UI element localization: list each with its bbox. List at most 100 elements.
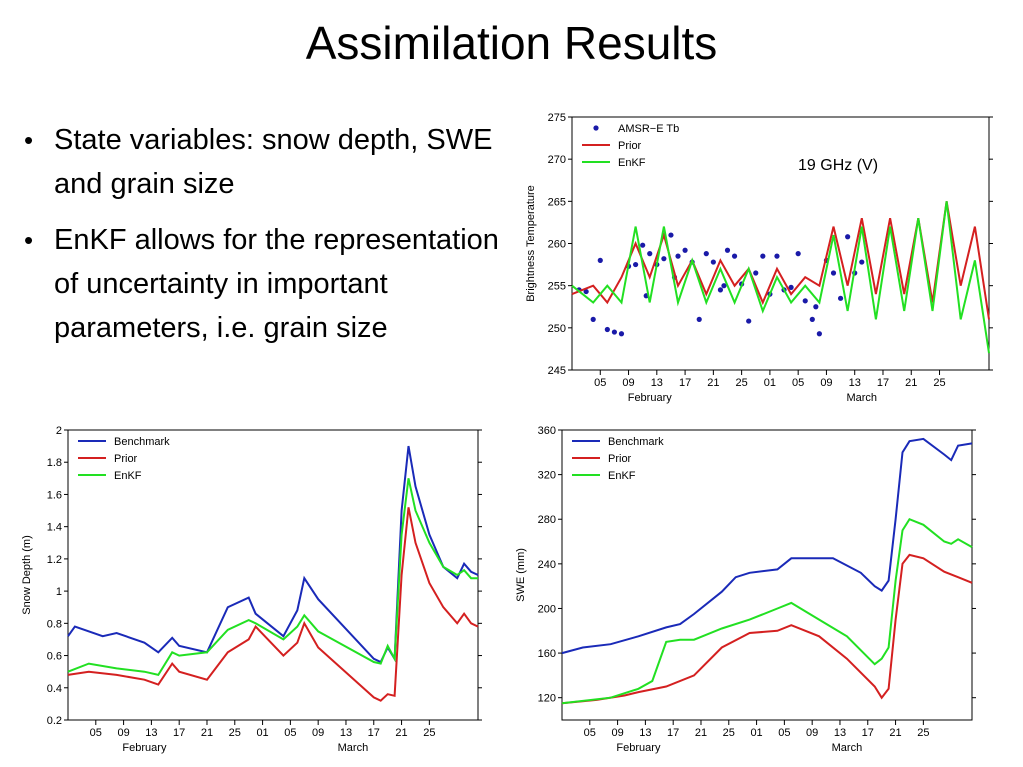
data-point (830, 270, 837, 276)
y-tick-label: 250 (548, 323, 566, 335)
y-tick-label: 275 (548, 112, 566, 124)
data-point (809, 316, 815, 322)
x-month-label: February (616, 742, 661, 754)
x-tick-label: 25 (736, 377, 748, 389)
y-axis-label: Snow Depth (m) (21, 535, 33, 614)
y-tick-label: 1.2 (47, 554, 62, 566)
x-tick-label: 25 (917, 727, 929, 739)
legend-label: Prior (608, 453, 632, 465)
series-line (67, 478, 478, 677)
x-tick-label: 21 (695, 727, 707, 739)
data-point (837, 295, 844, 301)
data-point (731, 253, 738, 259)
series-line (571, 201, 990, 354)
x-tick-label: 05 (90, 727, 102, 739)
x-tick-label: 17 (862, 727, 874, 739)
y-tick-label: 1.4 (47, 522, 62, 534)
data-point (640, 242, 646, 248)
y-tick-label: 200 (538, 603, 556, 615)
legend-label: Benchmark (114, 436, 170, 448)
legend-label: EnKF (618, 157, 646, 169)
x-tick-label: 25 (723, 727, 735, 739)
x-tick-label: 21 (395, 727, 407, 739)
x-tick-label: 17 (667, 727, 679, 739)
series-line (67, 507, 479, 702)
data-point (859, 259, 865, 265)
x-tick-label: 01 (750, 727, 762, 739)
data-point (590, 316, 596, 322)
x-month-label: February (628, 392, 673, 404)
data-point (788, 284, 794, 290)
legend-marker (593, 125, 599, 131)
y-tick-label: 1 (56, 586, 62, 598)
x-month-label: March (846, 392, 877, 404)
y-tick-label: 245 (548, 365, 566, 377)
data-point (760, 253, 766, 259)
data-point (802, 298, 808, 304)
x-tick-label: 17 (679, 377, 691, 389)
y-tick-label: 0.2 (47, 715, 62, 727)
x-tick-label: 13 (639, 727, 651, 739)
bullet-item: EnKF allows for the representation of un… (24, 218, 524, 350)
y-tick-label: 320 (538, 470, 556, 482)
data-point (618, 331, 625, 337)
x-tick-label: 09 (312, 727, 324, 739)
data-point (647, 251, 653, 257)
y-tick-label: 240 (538, 559, 556, 571)
x-tick-label: 21 (889, 727, 901, 739)
data-point (710, 259, 716, 265)
swe-chart: 120 160 200 240 280 320 360 05 09 13 17 21 25 01 05 09 1… (515, 425, 976, 754)
plot-frame (561, 429, 973, 721)
chart-annotation: 19 GHz (V) (798, 157, 878, 174)
x-tick-label: 05 (778, 727, 790, 739)
y-tick-label: 260 (548, 239, 566, 251)
y-tick-label: 255 (548, 281, 566, 293)
data-point (583, 288, 589, 295)
data-point (717, 287, 724, 293)
y-tick-label: 1.8 (47, 457, 62, 469)
y-tick-label: 280 (538, 514, 556, 526)
y-tick-label: 160 (538, 648, 556, 660)
y-axis-label: SWE (mm) (515, 548, 527, 602)
data-point (682, 247, 688, 253)
y-tick-label: 0.8 (47, 618, 62, 630)
legend-label: Prior (618, 140, 642, 152)
x-tick-label: 25 (933, 377, 945, 389)
data-point (661, 256, 667, 262)
x-tick-label: 25 (423, 727, 435, 739)
x-tick-label: 13 (651, 377, 663, 389)
data-point (746, 318, 752, 324)
bullet-item: State variables: snow depth, SWE and gra… (24, 118, 524, 206)
x-tick-label: 25 (229, 727, 241, 739)
legend-label: Benchmark (608, 436, 664, 448)
x-tick-label: 05 (584, 727, 596, 739)
x-tick-label: 17 (877, 377, 889, 389)
data-point (703, 251, 709, 257)
series-line (561, 437, 973, 655)
x-tick-label: 09 (611, 727, 623, 739)
y-axis-label: Brightness Temperature (525, 185, 537, 302)
legend-label: Prior (114, 453, 138, 465)
brightness-temperature-chart: 245 250 255 260 265 270 275 05 09 13 17 21 25 01 05 09 1… (525, 112, 993, 404)
x-tick-label: 21 (201, 727, 213, 739)
slide-title: Assimilation Results (305, 17, 718, 69)
x-tick-label: 01 (764, 377, 776, 389)
data-point (813, 304, 819, 310)
y-tick-label: 2 (56, 425, 62, 437)
data-point (633, 261, 639, 268)
x-tick-label: 17 (173, 727, 185, 739)
data-point (611, 329, 618, 335)
legend-label: AMSR−E Tb (618, 123, 679, 135)
x-tick-label: 09 (622, 377, 634, 389)
y-tick-label: 270 (548, 154, 566, 166)
data-point (604, 326, 610, 333)
x-month-label: March (338, 742, 369, 754)
x-tick-label: 21 (707, 377, 719, 389)
data-point (675, 253, 681, 259)
data-point (597, 257, 603, 263)
x-tick-label: 05 (284, 727, 296, 739)
legend-label: EnKF (608, 470, 636, 482)
y-tick-label: 0.4 (47, 683, 62, 695)
data-point (774, 253, 780, 259)
y-tick-label: 265 (548, 196, 566, 208)
